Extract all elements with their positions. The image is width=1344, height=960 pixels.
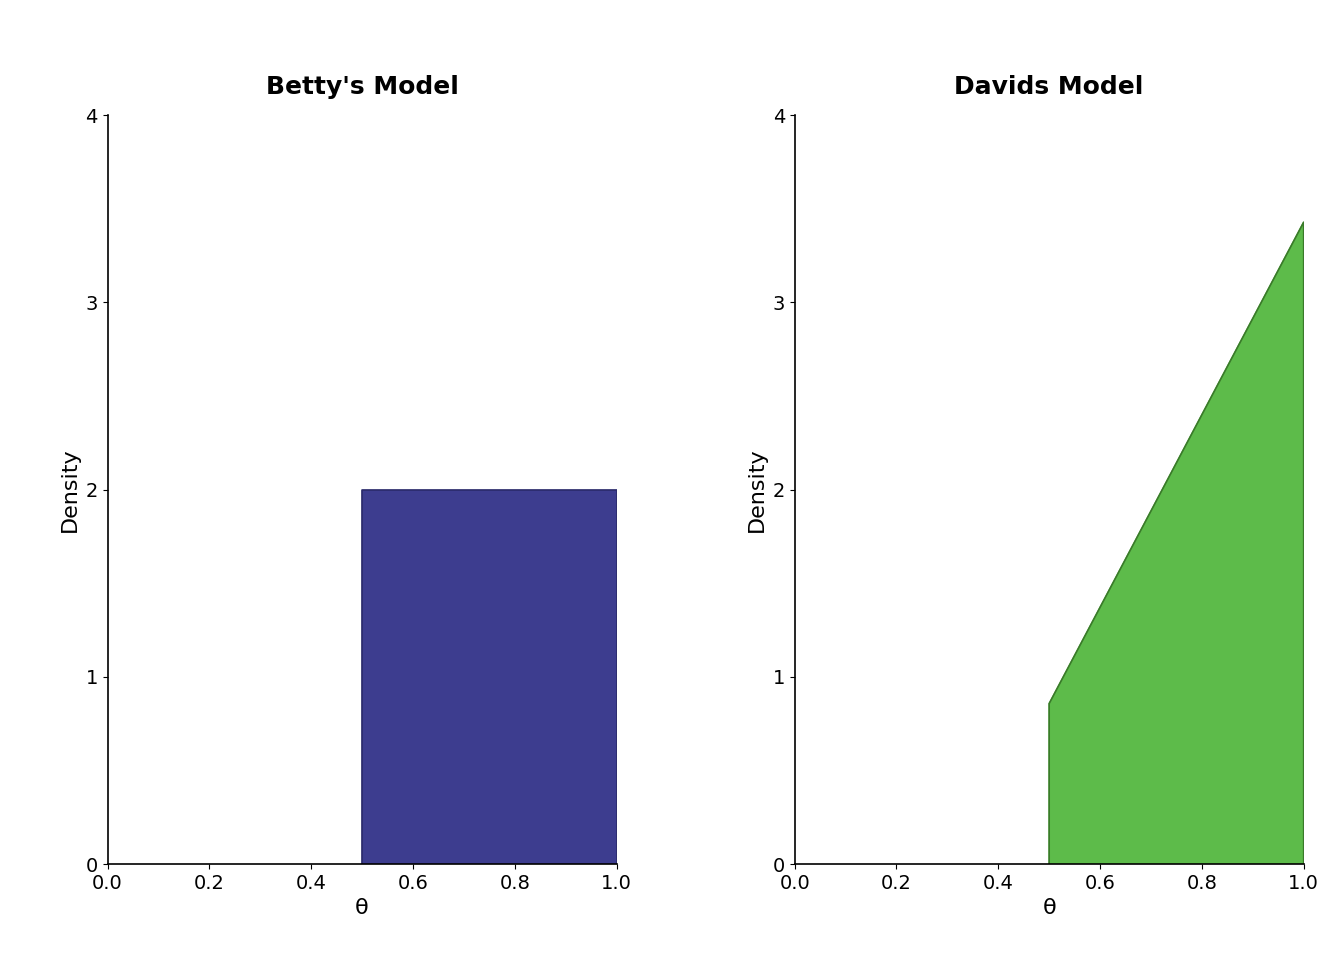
Y-axis label: Density: Density (747, 447, 767, 532)
X-axis label: θ: θ (1043, 899, 1056, 919)
Y-axis label: Density: Density (60, 447, 79, 532)
Polygon shape (362, 490, 617, 864)
Polygon shape (1050, 222, 1304, 864)
Title: Betty's Model: Betty's Model (266, 76, 458, 100)
Title: Davids Model: Davids Model (954, 76, 1144, 100)
X-axis label: θ: θ (355, 899, 368, 919)
